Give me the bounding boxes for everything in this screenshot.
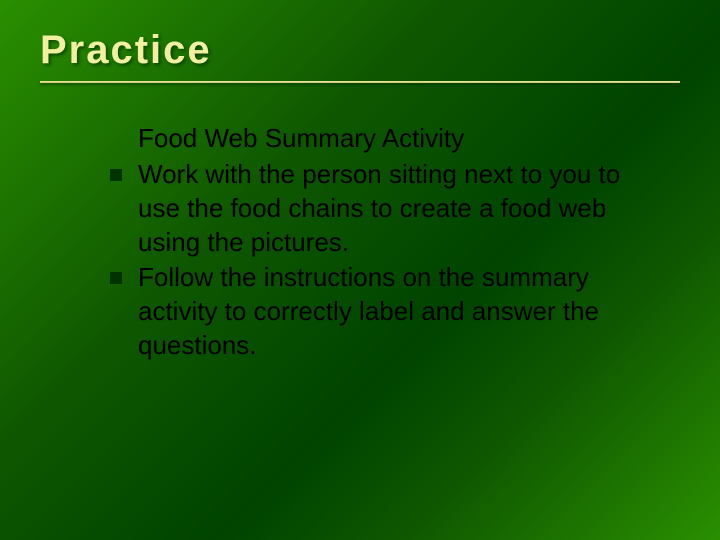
- slide-subtitle: Food Web Summary Activity: [110, 123, 640, 154]
- title-underline: [40, 81, 680, 83]
- bullet-text: Follow the instructions on the summary a…: [138, 261, 640, 362]
- title-underline-wrap: [40, 81, 680, 83]
- bullet-item: Follow the instructions on the summary a…: [110, 261, 640, 362]
- slide: Practice Food Web Summary Activity Work …: [0, 0, 720, 540]
- slide-content: Food Web Summary Activity Work with the …: [40, 123, 680, 363]
- slide-title: Practice: [40, 28, 680, 73]
- bullet-square-icon: [110, 169, 122, 181]
- bullet-square-icon: [110, 272, 122, 284]
- bullet-text: Work with the person sitting next to you…: [138, 158, 640, 259]
- bullet-item: Work with the person sitting next to you…: [110, 158, 640, 259]
